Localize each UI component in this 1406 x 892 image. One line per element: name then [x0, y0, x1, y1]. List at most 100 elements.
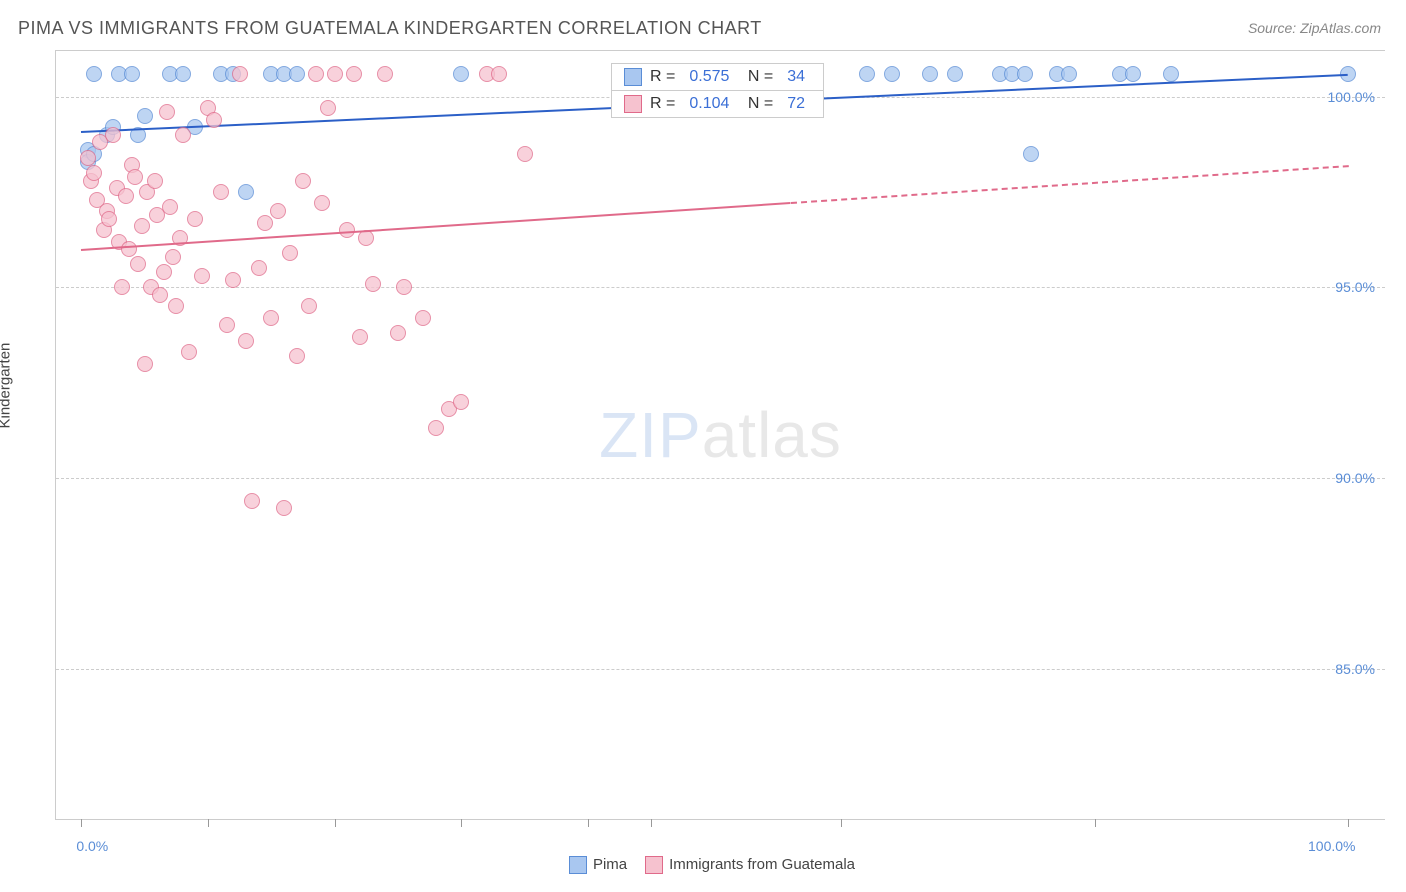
scatter-point [134, 218, 150, 234]
gridline-h [56, 669, 1385, 670]
scatter-point [396, 279, 412, 295]
scatter-point [263, 310, 279, 326]
scatter-point [1023, 146, 1039, 162]
stat-r-value: 0.575 [689, 68, 729, 86]
x-tick [588, 819, 589, 827]
gridline-h [56, 287, 1385, 288]
scatter-point [270, 203, 286, 219]
scatter-point [238, 333, 254, 349]
scatter-point [1163, 66, 1179, 82]
scatter-point [127, 169, 143, 185]
scatter-point [187, 211, 203, 227]
y-tick-label: 90.0% [1335, 470, 1375, 486]
stat-n-value: 72 [787, 95, 805, 113]
scatter-point [453, 66, 469, 82]
plot-area: ZIPatlas 85.0%90.0%95.0%100.0%0.0%100.0%… [55, 50, 1385, 820]
x-tick [335, 819, 336, 827]
x-tick [1348, 819, 1349, 827]
bottom-legend: Pima Immigrants from Guatemala [0, 856, 1406, 874]
scatter-point [884, 66, 900, 82]
stat-n-value: 34 [787, 68, 805, 86]
scatter-point [346, 66, 362, 82]
trend-line [81, 202, 790, 251]
scatter-point [165, 249, 181, 265]
scatter-point [194, 268, 210, 284]
y-axis-label: Kindergarten [0, 343, 14, 429]
scatter-point [377, 66, 393, 82]
stats-row: R = 0.575 N = 34 [612, 64, 823, 90]
scatter-point [295, 173, 311, 189]
scatter-point [251, 260, 267, 276]
scatter-point [137, 108, 153, 124]
x-tick [1095, 819, 1096, 827]
scatter-point [101, 211, 117, 227]
scatter-point [86, 66, 102, 82]
scatter-point [121, 241, 137, 257]
x-tick [841, 819, 842, 827]
scatter-point [276, 500, 292, 516]
scatter-point [86, 165, 102, 181]
scatter-point [105, 127, 121, 143]
scatter-point [453, 394, 469, 410]
scatter-point [314, 195, 330, 211]
scatter-point [225, 272, 241, 288]
y-tick-label: 100.0% [1328, 89, 1375, 105]
scatter-point [124, 66, 140, 82]
legend-item-label: Immigrants from Guatemala [669, 856, 855, 873]
stat-r-label: R = [650, 95, 675, 113]
scatter-point [206, 112, 222, 128]
scatter-point [181, 344, 197, 360]
scatter-point [289, 348, 305, 364]
x-tick-label-right: 100.0% [1308, 838, 1355, 854]
scatter-point [114, 279, 130, 295]
stats-row: R =0.104 N =72 [612, 90, 823, 117]
x-tick [651, 819, 652, 827]
scatter-point [365, 276, 381, 292]
scatter-point [415, 310, 431, 326]
swatch-icon [624, 95, 642, 113]
scatter-point [428, 420, 444, 436]
scatter-point [289, 66, 305, 82]
scatter-point [947, 66, 963, 82]
scatter-point [301, 298, 317, 314]
scatter-point [175, 127, 191, 143]
swatch-icon [624, 68, 642, 86]
stat-r-label: R = [650, 68, 675, 86]
scatter-point [213, 184, 229, 200]
scatter-point [168, 298, 184, 314]
stat-n-label: N = [743, 68, 773, 86]
scatter-point [257, 215, 273, 231]
scatter-point [1125, 66, 1141, 82]
legend-item-label: Pima [593, 856, 627, 873]
scatter-point [491, 66, 507, 82]
scatter-point [219, 317, 235, 333]
x-tick [81, 819, 82, 827]
scatter-point [390, 325, 406, 341]
scatter-point [238, 184, 254, 200]
legend-swatch-icon [569, 856, 587, 874]
scatter-point [232, 66, 248, 82]
x-tick-label-left: 0.0% [76, 838, 108, 854]
trend-line-dashed [791, 165, 1348, 204]
scatter-point [156, 264, 172, 280]
scatter-point [80, 150, 96, 166]
scatter-point [352, 329, 368, 345]
scatter-point [1061, 66, 1077, 82]
scatter-point [282, 245, 298, 261]
x-tick [461, 819, 462, 827]
scatter-point [1017, 66, 1033, 82]
legend-swatch-icon [645, 856, 663, 874]
scatter-point [517, 146, 533, 162]
scatter-point [147, 173, 163, 189]
stats-box: R =0.575 N =34R =0.104 N =72 [611, 63, 824, 118]
y-tick-label: 85.0% [1335, 661, 1375, 677]
scatter-point [320, 100, 336, 116]
source-text: Source: ZipAtlas.com [1248, 20, 1381, 36]
scatter-point [152, 287, 168, 303]
stat-n-label: N = [743, 95, 773, 113]
scatter-point [137, 356, 153, 372]
watermark-zip: ZIP [599, 399, 702, 471]
scatter-point [118, 188, 134, 204]
gridline-h [56, 478, 1385, 479]
scatter-point [327, 66, 343, 82]
